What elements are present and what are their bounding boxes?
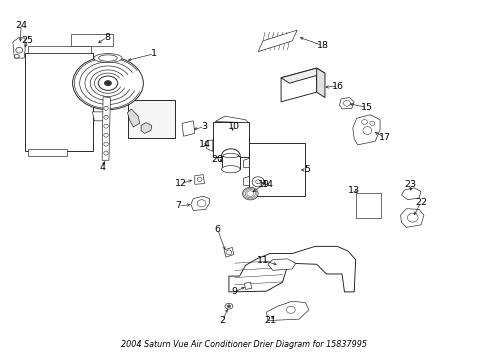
Ellipse shape xyxy=(104,81,111,86)
Bar xyxy=(355,193,380,218)
Polygon shape xyxy=(281,68,325,83)
Text: 14: 14 xyxy=(262,180,273,189)
Bar xyxy=(249,143,305,196)
Polygon shape xyxy=(243,176,249,185)
Ellipse shape xyxy=(225,250,231,255)
Ellipse shape xyxy=(103,124,108,128)
Bar xyxy=(212,122,249,157)
Ellipse shape xyxy=(103,142,108,146)
Ellipse shape xyxy=(369,121,374,125)
Text: 16: 16 xyxy=(331,82,344,91)
Text: 2004 Saturn Vue Air Conditioner Drier Diagram for 15837995: 2004 Saturn Vue Air Conditioner Drier Di… xyxy=(121,341,367,350)
Text: 22: 22 xyxy=(414,198,426,207)
Bar xyxy=(128,100,174,138)
Polygon shape xyxy=(141,123,152,134)
Polygon shape xyxy=(266,301,308,320)
Ellipse shape xyxy=(197,177,202,181)
Ellipse shape xyxy=(14,54,19,58)
Ellipse shape xyxy=(99,55,117,61)
Ellipse shape xyxy=(103,133,108,137)
Ellipse shape xyxy=(251,177,264,187)
Ellipse shape xyxy=(226,305,230,308)
Polygon shape xyxy=(182,121,194,136)
Text: 18: 18 xyxy=(316,41,328,50)
Polygon shape xyxy=(258,30,297,51)
Polygon shape xyxy=(205,140,212,151)
Polygon shape xyxy=(401,188,420,200)
Text: 3: 3 xyxy=(201,122,207,131)
Ellipse shape xyxy=(197,200,205,207)
Text: 15: 15 xyxy=(361,103,373,112)
Ellipse shape xyxy=(94,54,122,63)
Text: 10: 10 xyxy=(227,122,239,131)
Polygon shape xyxy=(215,116,248,123)
Text: 20: 20 xyxy=(211,155,223,164)
Ellipse shape xyxy=(103,115,108,119)
Polygon shape xyxy=(281,68,316,102)
Text: 13: 13 xyxy=(347,185,360,194)
Ellipse shape xyxy=(223,153,238,158)
Ellipse shape xyxy=(224,303,232,309)
Text: 9: 9 xyxy=(231,287,237,296)
Polygon shape xyxy=(339,98,353,109)
Ellipse shape xyxy=(361,120,366,124)
Polygon shape xyxy=(267,259,295,270)
Polygon shape xyxy=(228,246,355,292)
Ellipse shape xyxy=(362,127,371,134)
Text: 24: 24 xyxy=(15,21,27,30)
Ellipse shape xyxy=(73,57,143,110)
Ellipse shape xyxy=(242,187,258,200)
Text: 5: 5 xyxy=(304,166,309,175)
Polygon shape xyxy=(243,158,249,167)
Polygon shape xyxy=(92,112,107,121)
Ellipse shape xyxy=(286,306,295,314)
Polygon shape xyxy=(316,68,325,98)
Text: 17: 17 xyxy=(378,133,390,142)
Bar xyxy=(27,46,91,53)
Polygon shape xyxy=(190,196,209,211)
Text: 1: 1 xyxy=(151,49,157,58)
Text: 25: 25 xyxy=(21,36,34,45)
Polygon shape xyxy=(127,109,140,127)
Polygon shape xyxy=(400,209,423,227)
Text: 6: 6 xyxy=(214,225,220,234)
Ellipse shape xyxy=(221,149,240,162)
Bar xyxy=(25,53,93,151)
Ellipse shape xyxy=(16,47,22,53)
Ellipse shape xyxy=(407,213,417,222)
Polygon shape xyxy=(13,37,25,58)
Ellipse shape xyxy=(103,151,108,155)
Polygon shape xyxy=(244,282,251,289)
Text: 23: 23 xyxy=(404,180,415,189)
Ellipse shape xyxy=(221,166,240,173)
Text: 12: 12 xyxy=(175,179,187,188)
Text: 4: 4 xyxy=(99,163,105,172)
Ellipse shape xyxy=(103,106,108,110)
Polygon shape xyxy=(352,115,379,145)
Ellipse shape xyxy=(255,180,260,184)
Ellipse shape xyxy=(343,100,349,106)
Text: 8: 8 xyxy=(104,33,110,42)
Ellipse shape xyxy=(98,76,118,90)
Text: 19: 19 xyxy=(258,180,269,189)
Bar xyxy=(27,149,66,156)
Text: 2: 2 xyxy=(219,316,225,325)
Polygon shape xyxy=(194,175,204,184)
Polygon shape xyxy=(224,247,233,257)
Bar xyxy=(221,156,240,169)
Polygon shape xyxy=(102,97,110,160)
Text: 14: 14 xyxy=(198,140,210,149)
Text: 7: 7 xyxy=(175,201,182,210)
Text: 11: 11 xyxy=(257,256,268,265)
Bar xyxy=(71,34,113,45)
Text: 21: 21 xyxy=(264,316,275,325)
